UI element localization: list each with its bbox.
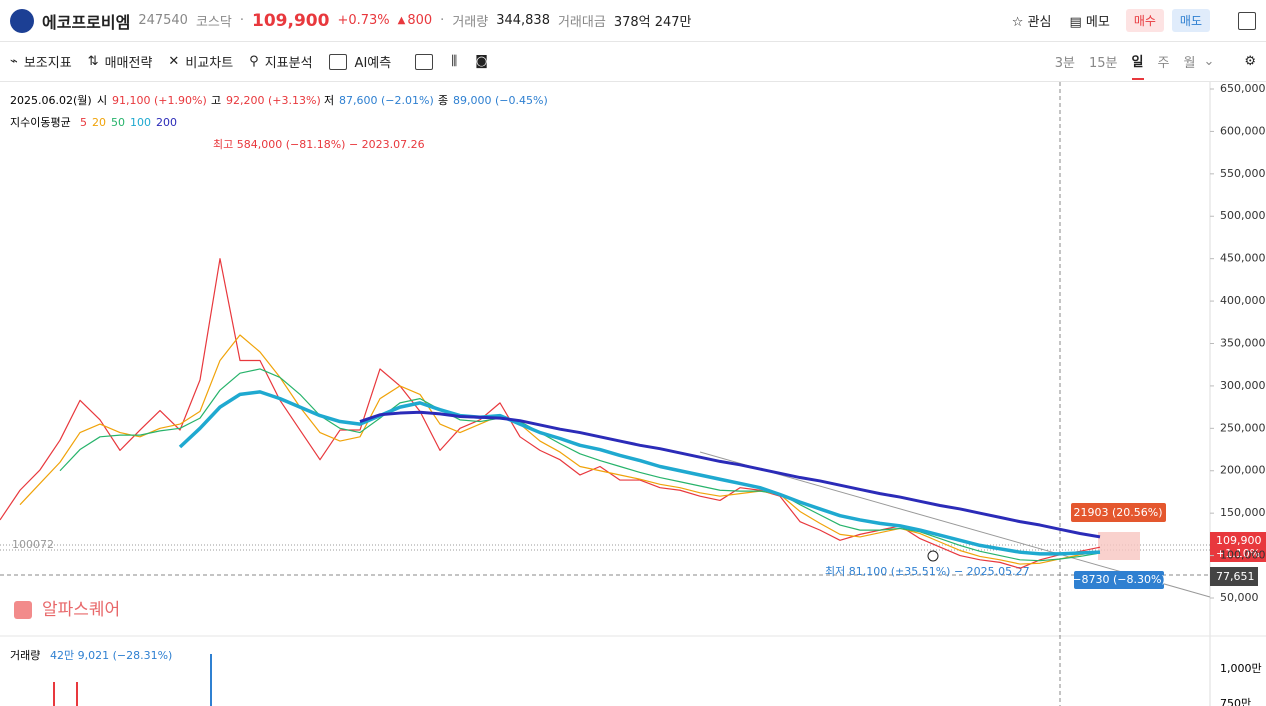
legend-entry: 50 <box>111 116 125 129</box>
ma-line <box>0 258 1101 569</box>
buy-button[interactable]: 매수 <box>1125 9 1164 32</box>
y-tick-label: 250,000 <box>1220 421 1266 434</box>
y-tick-label: 550,000 <box>1220 167 1266 180</box>
logo <box>10 8 34 33</box>
stock-code: 247540 <box>138 13 188 28</box>
volume-label: 거래량 <box>452 15 489 30</box>
settings[interactable]: ⚙ <box>1244 54 1256 69</box>
legend-entry: 200 <box>156 116 177 129</box>
info-label: 고 <box>211 94 221 107</box>
y-tick-label: 450,000 <box>1220 252 1266 265</box>
info-value: 91,100 (+1.90%) <box>112 94 207 107</box>
info-value: 87,600 (−2.01%) <box>339 94 434 107</box>
camera-icon[interactable]: ◙ <box>475 54 488 69</box>
info-value: 92,200 (+3.13%) <box>226 94 321 107</box>
volume-value: 42만 9,021 (−28.31%) <box>50 649 172 662</box>
info-label: 종 <box>438 94 448 107</box>
y-tick-label: 200,000 <box>1220 464 1266 477</box>
change-pct: +0.73% <box>337 13 390 28</box>
amount-label: 거래대금 <box>557 15 606 30</box>
y-tick-label: 300,000 <box>1220 379 1266 392</box>
ma-line <box>19 334 1101 565</box>
ref-label: 100072 <box>12 538 54 551</box>
tool-label: AI예측 <box>354 56 392 71</box>
draw-box[interactable] <box>415 53 434 70</box>
legend-entry: 5 <box>80 116 87 129</box>
range-up: 21903 (20.56%) <box>1073 506 1162 519</box>
price: 109,900 <box>252 10 330 31</box>
price-tag-change: +1.10% <box>1216 547 1260 560</box>
tool-label: 보조지표 <box>23 56 72 71</box>
period[interactable]: 월 <box>1183 56 1196 71</box>
tool-label: 지표분석 <box>264 56 313 71</box>
chart: 2025.06.02(월) 시 91,100 (+1.90%) 고 92,200… <box>0 82 1266 706</box>
volume-tick: 1,000만 <box>1220 662 1262 675</box>
watch-label: 관심 <box>1027 15 1052 30</box>
memo-button[interactable]: ▤ 메모 <box>1069 15 1110 30</box>
price-tag: 109,900 <box>1216 534 1262 547</box>
ma-title: 지수이동평균 <box>10 116 71 129</box>
high-label: 최고 584,000 (−81.18%) − 2023.07.26 <box>213 138 425 151</box>
period[interactable]: 일 <box>1131 43 1144 80</box>
panel-toggle[interactable] <box>1238 11 1256 30</box>
legend-entry: 100 <box>130 116 151 129</box>
tool-button[interactable]: ⌁ 보조지표 <box>10 54 72 71</box>
volume-tick: 750만 <box>1220 697 1251 706</box>
tool-label: 매매전략 <box>104 56 153 71</box>
ma-line <box>359 410 1101 539</box>
amount: 378억 247만 <box>613 15 692 30</box>
y-tick-label: 600,000 <box>1220 124 1266 137</box>
info-value: 89,000 (−0.45%) <box>453 94 548 107</box>
tool-button[interactable]: AI예측 <box>328 52 392 71</box>
y-tick-label: 50,000 <box>1220 591 1259 604</box>
change: 800 <box>407 13 433 28</box>
memo-label: 메모 <box>1085 15 1110 30</box>
info-label: 저 <box>324 94 334 107</box>
watermark: 알파스퀘어 <box>42 600 120 620</box>
ma-line <box>59 368 1101 562</box>
market: 코스닥 <box>195 15 232 30</box>
y-tick-label: 650,000 <box>1220 82 1266 95</box>
sell-button[interactable]: 매도 <box>1171 9 1210 32</box>
info-label: 시 <box>97 94 107 107</box>
y-tick-label: 350,000 <box>1220 336 1266 349</box>
tool-button[interactable]: ⇅ 매매전략 <box>87 54 153 71</box>
info-date: 2025.06.02(월) <box>10 94 92 107</box>
ma-line <box>178 390 1101 556</box>
range-down: −8730 (−8.30%) <box>1072 573 1165 586</box>
volume: 344,838 <box>496 13 550 28</box>
candle-icon[interactable]: ⫼ <box>451 54 458 69</box>
toolbar: ⌁ 보조지표 ⇅ 매매전략 ✕ 비교차트 ⚲ 지표분석 AI예측 ⫼ ◙ 3분 15분 … <box>0 42 1266 82</box>
y-tick-label: 500,000 <box>1220 209 1266 222</box>
legend-entry: 20 <box>92 116 106 129</box>
y-tick-label: 100,000 <box>1220 549 1266 562</box>
period[interactable]: 주 <box>1157 56 1170 71</box>
cursor-tag: 77,651 <box>1216 570 1255 583</box>
y-tick-label: 400,000 <box>1220 294 1266 307</box>
low-label: 최저 81,100 (±35.51%) − 2025.05.27 <box>825 565 1030 578</box>
header: 에코프로비엠 247540 코스닥 · 109,900 +0.73% ▲ 800… <box>0 0 1266 42</box>
period[interactable]: 15분 <box>1089 56 1118 71</box>
tool-button[interactable]: ⚲ 지표분석 <box>249 54 313 71</box>
stock-name: 에코프로비엠 <box>42 12 131 32</box>
volume-label: 거래량 <box>10 649 40 662</box>
tool-button[interactable]: ✕ 비교차트 <box>168 54 234 71</box>
watch-button[interactable]: ☆ 관심 <box>1011 15 1052 30</box>
period[interactable]: 3분 <box>1054 56 1076 71</box>
tool-label: 비교차트 <box>185 56 234 71</box>
y-tick-label: 150,000 <box>1220 506 1266 519</box>
